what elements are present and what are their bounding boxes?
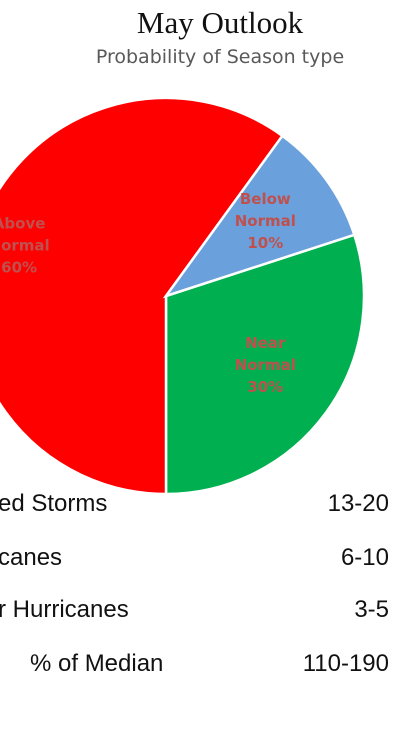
slice-label-below-normal: Below Normal 10%: [235, 190, 296, 252]
stat-value-named-storms: 13-20: [327, 490, 389, 517]
slice-label-line: 60%: [1, 258, 37, 276]
slice-label-line: 10%: [247, 234, 283, 252]
pie-chart: Near Normal 30% Above Normal 60% Below Normal 10…: [0, 96, 366, 496]
stat-row-major-hurricanes: r Hurricanes 3-5: [0, 596, 403, 640]
pie-slice-below-normal: [162, 134, 356, 299]
slice-label-line: Normal: [0, 236, 50, 254]
slice-label-above-normal: Above Normal 60%: [0, 214, 50, 276]
stat-label-hurricanes: canes: [0, 544, 63, 571]
stat-row-named-storms: ed Storms 13-20: [0, 490, 403, 534]
pie-slice-near-normal: [164, 233, 366, 496]
stat-value-hurricanes: 6-10: [340, 544, 389, 571]
stat-row-hurricanes: canes 6-10: [0, 544, 403, 588]
slice-label-near-normal: Near Normal 30%: [235, 334, 296, 396]
stat-label-major-hurricanes: r Hurricanes: [0, 596, 129, 623]
slice-label-line: Normal: [235, 356, 296, 374]
stat-value-ace: 110-190: [302, 650, 389, 677]
chart-title: May Outlook: [136, 5, 304, 40]
slice-label-line: Above: [0, 214, 45, 232]
stat-value-major-hurricanes: 3-5: [354, 596, 389, 623]
slice-label-line: Below: [240, 190, 291, 208]
stat-label-named-storms: ed Storms: [0, 490, 108, 517]
chart-subtitle: Probability of Season type: [95, 46, 345, 68]
stat-row-ace: % of Median 110-190: [0, 650, 403, 694]
slice-label-line: Normal: [235, 212, 296, 230]
slice-label-line: Near: [245, 334, 286, 352]
pie-slice-above-normal: [0, 96, 285, 496]
slice-label-line: 30%: [247, 378, 283, 396]
stat-label-ace: % of Median: [30, 650, 164, 677]
